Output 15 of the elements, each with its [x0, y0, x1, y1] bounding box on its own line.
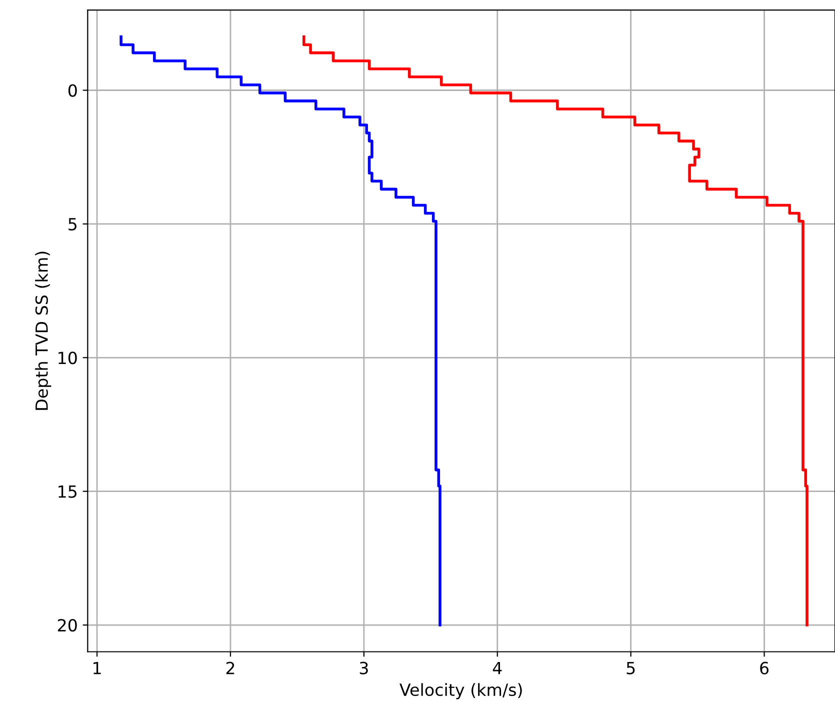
line-series: [302, 35, 808, 626]
y-axis-title: Depth TVD SS (km): [35, 252, 52, 410]
y-tick-label: 10: [58, 352, 77, 364]
x-tick-label: 1: [94, 662, 101, 674]
y-tick-label: 15: [58, 486, 76, 498]
x-tick-label: 6: [760, 662, 769, 674]
x-tick-label: 2: [226, 662, 234, 674]
y-tick-label: 20: [58, 618, 77, 632]
y-tick-label: 5: [68, 218, 76, 231]
x-tick-label: 4: [492, 662, 502, 674]
x-tick-label: 3: [360, 662, 368, 674]
x-tick-label: 5: [626, 662, 635, 674]
y-tick-label: 0: [68, 84, 77, 97]
line-series: [120, 35, 442, 626]
x-axis-title: Velocity (km/s): [400, 683, 522, 700]
